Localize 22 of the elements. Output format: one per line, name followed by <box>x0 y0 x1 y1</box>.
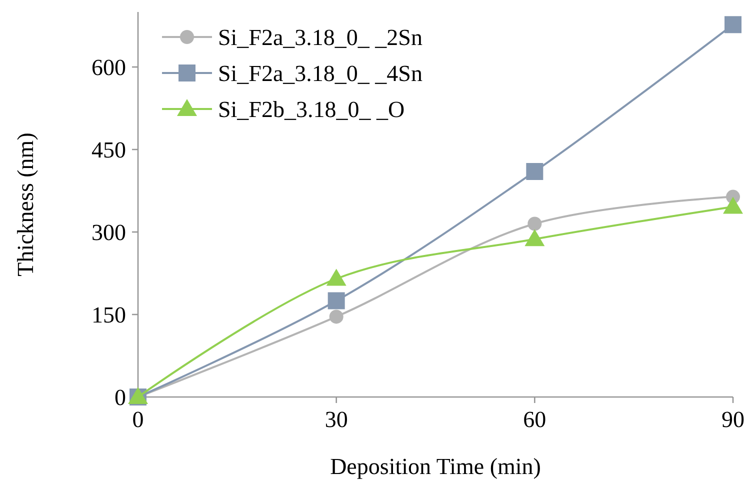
legend-label: Si_F2b_3.18_0_ _O <box>218 97 405 122</box>
point <box>723 196 743 214</box>
point <box>326 268 346 286</box>
y-tick-label: 0 <box>114 385 126 410</box>
point <box>724 16 742 34</box>
point <box>526 163 544 180</box>
legend-label: Si_F2a_3.18_0_ _4Sn <box>218 61 423 86</box>
point <box>328 292 345 310</box>
point <box>329 310 344 324</box>
y-axis-title: Thickness (nm) <box>13 132 38 276</box>
y-tick-label: 150 <box>92 302 126 328</box>
y-tick-label: 450 <box>92 138 126 163</box>
point <box>528 216 542 231</box>
x-tick-label: 30 <box>324 407 348 432</box>
x-tick-label: 0 <box>132 407 144 432</box>
point <box>524 229 545 246</box>
x-axis-title: Deposition Time (min) <box>330 454 541 479</box>
y-tick-label: 300 <box>92 220 126 246</box>
x-tick-label: 90 <box>722 407 744 432</box>
x-tick-label: 60 <box>523 407 546 432</box>
y-tick-label: 600 <box>92 55 126 80</box>
legend-label: Si_F2a_3.18_0_ _2Sn <box>218 25 423 50</box>
